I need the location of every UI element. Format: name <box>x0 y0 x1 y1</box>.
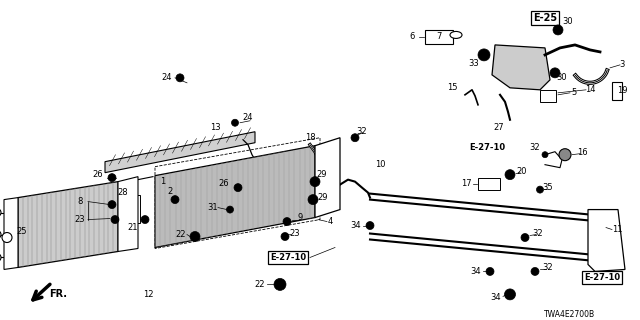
Circle shape <box>351 134 359 142</box>
Circle shape <box>308 195 318 204</box>
Text: 17: 17 <box>461 179 471 188</box>
Text: 23: 23 <box>75 215 85 224</box>
Text: 29: 29 <box>317 170 327 179</box>
Text: 24: 24 <box>162 73 172 82</box>
Circle shape <box>0 209 1 217</box>
Circle shape <box>176 74 184 82</box>
Circle shape <box>366 221 374 229</box>
Circle shape <box>171 196 179 204</box>
Circle shape <box>536 186 543 193</box>
Text: 34: 34 <box>351 221 362 230</box>
Text: 27: 27 <box>493 123 504 132</box>
Text: 7: 7 <box>436 32 442 41</box>
Text: 32: 32 <box>530 143 540 152</box>
Circle shape <box>486 268 494 276</box>
Polygon shape <box>588 210 625 271</box>
Text: 9: 9 <box>298 213 303 222</box>
Bar <box>478 178 500 190</box>
Text: 16: 16 <box>577 148 588 157</box>
Polygon shape <box>118 177 138 252</box>
Circle shape <box>553 25 563 35</box>
Circle shape <box>283 218 291 226</box>
Circle shape <box>0 253 1 261</box>
Text: 18: 18 <box>305 133 316 142</box>
Circle shape <box>227 206 234 213</box>
Text: 5: 5 <box>572 88 577 97</box>
Text: 21: 21 <box>128 223 138 232</box>
Circle shape <box>190 232 200 242</box>
Circle shape <box>550 68 560 78</box>
Text: 19: 19 <box>617 86 627 95</box>
Circle shape <box>232 119 239 126</box>
Circle shape <box>504 289 515 300</box>
Text: 34: 34 <box>491 293 501 302</box>
Text: 34: 34 <box>470 267 481 276</box>
Text: 24: 24 <box>243 113 253 122</box>
Bar <box>132 195 140 222</box>
Circle shape <box>0 230 1 238</box>
Text: 4: 4 <box>328 217 333 226</box>
Polygon shape <box>492 45 550 90</box>
Text: 29: 29 <box>317 193 328 202</box>
Text: 26: 26 <box>219 179 229 188</box>
Text: 15: 15 <box>447 83 457 92</box>
Text: 33: 33 <box>468 60 479 68</box>
Text: 2: 2 <box>168 187 173 196</box>
Text: 14: 14 <box>585 85 595 94</box>
Circle shape <box>531 268 539 276</box>
Text: E-27-10: E-27-10 <box>584 273 620 282</box>
Circle shape <box>310 177 320 187</box>
Text: 30: 30 <box>563 18 573 27</box>
Bar <box>540 90 556 102</box>
Text: 10: 10 <box>375 160 385 169</box>
Bar <box>425 30 453 44</box>
Circle shape <box>2 233 12 243</box>
Circle shape <box>108 201 116 209</box>
Text: 1: 1 <box>161 177 166 186</box>
Bar <box>612 82 622 100</box>
Polygon shape <box>4 197 18 269</box>
Circle shape <box>274 278 286 291</box>
Text: TWA4E2700B: TWA4E2700B <box>545 310 596 319</box>
Text: 22: 22 <box>176 230 186 239</box>
Text: 20: 20 <box>516 167 527 176</box>
Text: FR.: FR. <box>49 289 67 300</box>
Text: 8: 8 <box>77 197 83 206</box>
Circle shape <box>521 234 529 242</box>
Text: 28: 28 <box>118 188 128 197</box>
Text: 11: 11 <box>612 225 622 234</box>
Polygon shape <box>155 146 315 247</box>
Text: 32: 32 <box>543 263 554 272</box>
Circle shape <box>559 149 571 161</box>
Polygon shape <box>315 138 340 218</box>
Circle shape <box>505 170 515 180</box>
Circle shape <box>234 184 242 192</box>
Circle shape <box>108 174 116 182</box>
Text: 12: 12 <box>143 290 153 299</box>
Text: 30: 30 <box>557 73 567 82</box>
Text: E-27-10: E-27-10 <box>270 253 306 262</box>
Text: 22: 22 <box>255 280 265 289</box>
Circle shape <box>141 216 149 224</box>
Text: 3: 3 <box>620 60 625 69</box>
Text: 35: 35 <box>543 183 554 192</box>
Circle shape <box>281 233 289 241</box>
Text: 26: 26 <box>93 170 103 179</box>
Polygon shape <box>18 182 118 268</box>
Ellipse shape <box>450 31 462 38</box>
Polygon shape <box>105 132 255 173</box>
Text: 6: 6 <box>410 32 415 41</box>
Text: 32: 32 <box>532 229 543 238</box>
Circle shape <box>542 152 548 158</box>
Text: E-27-10: E-27-10 <box>469 143 505 152</box>
Text: E-25: E-25 <box>533 13 557 23</box>
Text: 25: 25 <box>17 227 28 236</box>
Text: 13: 13 <box>210 123 220 132</box>
Circle shape <box>478 49 490 61</box>
Circle shape <box>111 216 119 224</box>
Text: 32: 32 <box>356 127 367 136</box>
Text: 23: 23 <box>290 229 300 238</box>
Text: 31: 31 <box>208 203 218 212</box>
